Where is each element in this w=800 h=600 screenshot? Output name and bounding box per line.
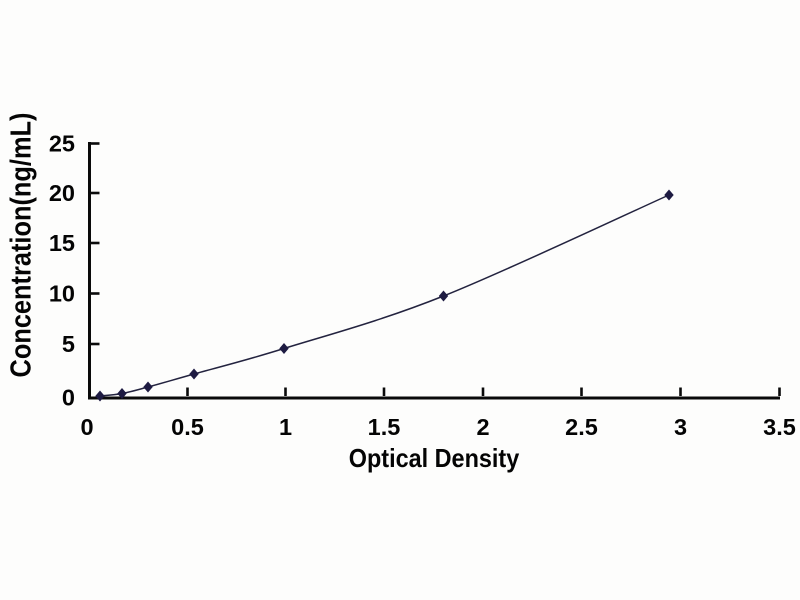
svg-text:2.5: 2.5 (565, 414, 598, 440)
svg-text:5: 5 (62, 331, 75, 357)
svg-text:1: 1 (279, 414, 292, 440)
svg-text:Concentration(ng/mL): Concentration(ng/mL) (6, 113, 38, 378)
svg-text:Optical Density: Optical Density (349, 443, 520, 473)
svg-text:0: 0 (80, 414, 93, 440)
svg-text:3.5: 3.5 (763, 414, 796, 440)
svg-text:20: 20 (49, 180, 75, 206)
svg-text:0: 0 (62, 385, 75, 411)
svg-text:0.5: 0.5 (171, 414, 204, 440)
svg-text:15: 15 (49, 230, 75, 256)
svg-text:10: 10 (49, 281, 75, 307)
svg-text:3: 3 (674, 414, 687, 440)
svg-text:25: 25 (49, 131, 75, 157)
svg-text:2: 2 (476, 414, 489, 440)
svg-text:1.5: 1.5 (368, 414, 401, 440)
